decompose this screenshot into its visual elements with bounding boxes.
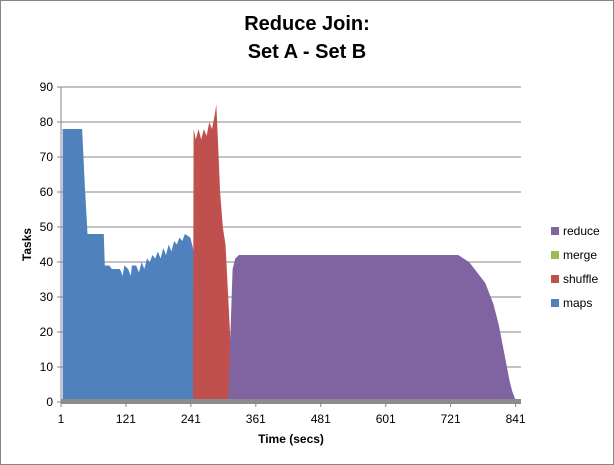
x-tick-label: 1 — [58, 412, 65, 426]
x-tick-label: 841 — [506, 412, 526, 426]
chart-title: Reduce Join: Set A - Set B — [0, 10, 614, 66]
x-tick-label: 361 — [246, 412, 266, 426]
y-tick-label: 40 — [40, 255, 54, 269]
x-tick-label: 721 — [441, 412, 461, 426]
legend-swatch-maps — [551, 299, 559, 307]
y-tick-label: 0 — [46, 395, 53, 409]
y-tick-label: 50 — [40, 220, 54, 234]
x-axis-line — [61, 399, 521, 404]
series-area-reduce — [61, 255, 521, 402]
legend-label-merge: merge — [563, 248, 597, 262]
legend: reduce merge shuffle maps — [551, 224, 600, 310]
y-tick-label: 80 — [40, 115, 54, 129]
series-area-maps — [61, 129, 521, 402]
legend-label-maps: maps — [563, 296, 592, 310]
legend-label-shuffle: shuffle — [563, 272, 598, 286]
chart-title-line2: Set A - Set B — [247, 41, 367, 63]
y-axis-label: Tasks — [20, 228, 34, 261]
y-tick-label: 30 — [40, 290, 54, 304]
y-tick-labels: 0 10 20 30 40 50 60 70 80 90 — [40, 80, 54, 409]
x-tick-label: 241 — [181, 412, 201, 426]
y-tick-label: 60 — [40, 185, 54, 199]
y-tick-label: 70 — [40, 150, 54, 164]
legend-label-reduce: reduce — [563, 224, 600, 238]
legend-swatch-reduce — [551, 227, 559, 235]
series-areas — [61, 104, 521, 402]
axes — [57, 86, 521, 407]
legend-swatch-shuffle — [551, 275, 559, 283]
y-tick-label: 90 — [40, 80, 54, 94]
y-tick-label: 20 — [40, 325, 54, 339]
chart-title-line1: Reduce Join: — [244, 13, 370, 35]
x-tick-labels: 1 121 241 361 481 601 721 841 — [58, 412, 526, 426]
legend-swatch-merge — [551, 251, 559, 259]
y-tick-label: 10 — [40, 360, 54, 374]
x-tick-label: 481 — [311, 412, 331, 426]
x-tick-label: 121 — [116, 412, 136, 426]
x-tick-label: 601 — [376, 412, 396, 426]
x-axis-label: Time (secs) — [258, 432, 324, 446]
